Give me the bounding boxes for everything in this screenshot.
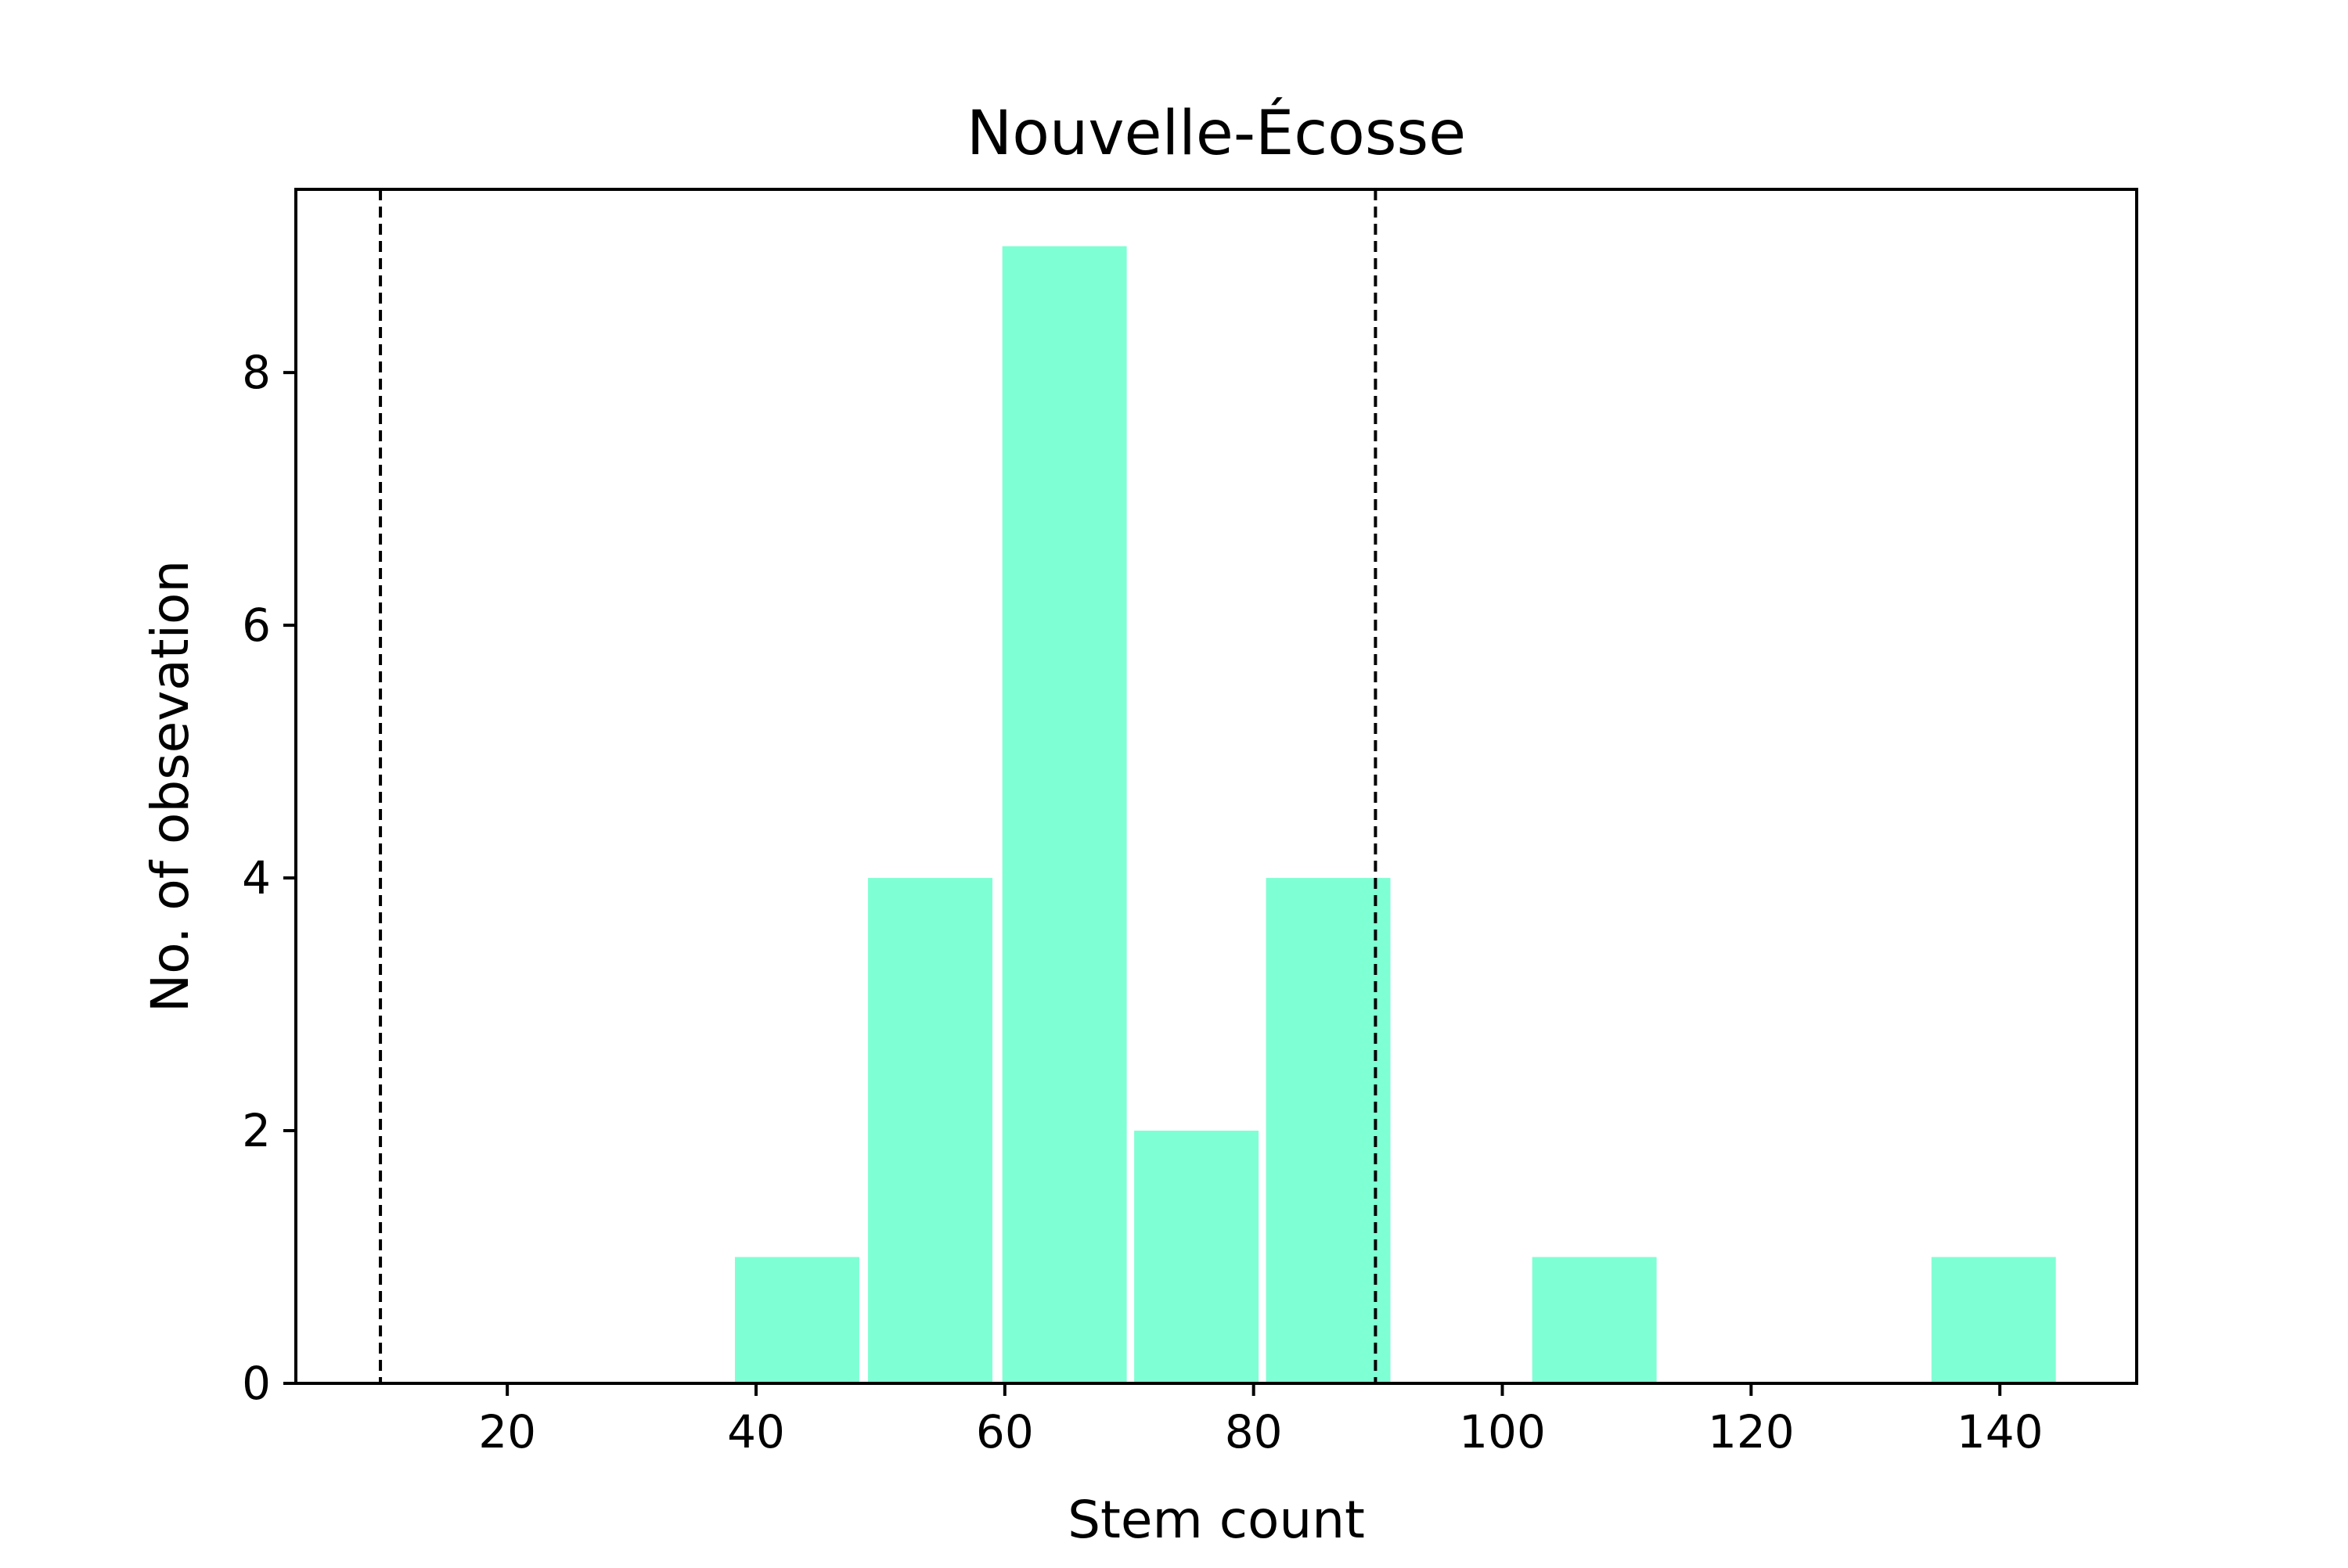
y-axis-label: No. of obsevation bbox=[140, 560, 200, 1012]
histogram-bar-2 bbox=[1002, 246, 1127, 1384]
histogram-bar-4 bbox=[1266, 878, 1391, 1383]
x-tick-label: 100 bbox=[1459, 1405, 1546, 1458]
y-tick-label: 8 bbox=[242, 346, 271, 399]
x-tick-label: 40 bbox=[727, 1405, 785, 1458]
x-tick-label: 140 bbox=[1957, 1405, 2044, 1458]
x-tick-label: 120 bbox=[1708, 1405, 1795, 1458]
x-tick-label: 20 bbox=[478, 1405, 536, 1458]
y-tick-label: 0 bbox=[242, 1357, 271, 1410]
histogram-bar-3 bbox=[1134, 1131, 1259, 1383]
histogram-bar-6 bbox=[1931, 1257, 2056, 1383]
y-tick-label: 6 bbox=[242, 599, 271, 652]
y-tick-label: 4 bbox=[242, 851, 271, 904]
histogram-bar-5 bbox=[1532, 1257, 1657, 1383]
histogram-bar-0 bbox=[734, 1257, 859, 1383]
y-axis-ticks: 0 2 4 6 8 bbox=[242, 346, 296, 1410]
y-tick-label: 2 bbox=[242, 1104, 271, 1157]
reference-lines-group bbox=[379, 189, 1377, 1383]
x-tick-label: 60 bbox=[976, 1405, 1034, 1458]
plot-frame bbox=[294, 188, 2138, 1385]
chart-title: Nouvelle-Écosse bbox=[967, 97, 1466, 169]
x-tick-label: 80 bbox=[1225, 1405, 1283, 1458]
histogram-bar-1 bbox=[868, 878, 992, 1383]
x-axis-label: Stem count bbox=[1068, 1490, 1365, 1550]
bars-group bbox=[734, 246, 2056, 1384]
x-axis-ticks: 20 40 60 80 100 120 140 bbox=[478, 1383, 2044, 1458]
